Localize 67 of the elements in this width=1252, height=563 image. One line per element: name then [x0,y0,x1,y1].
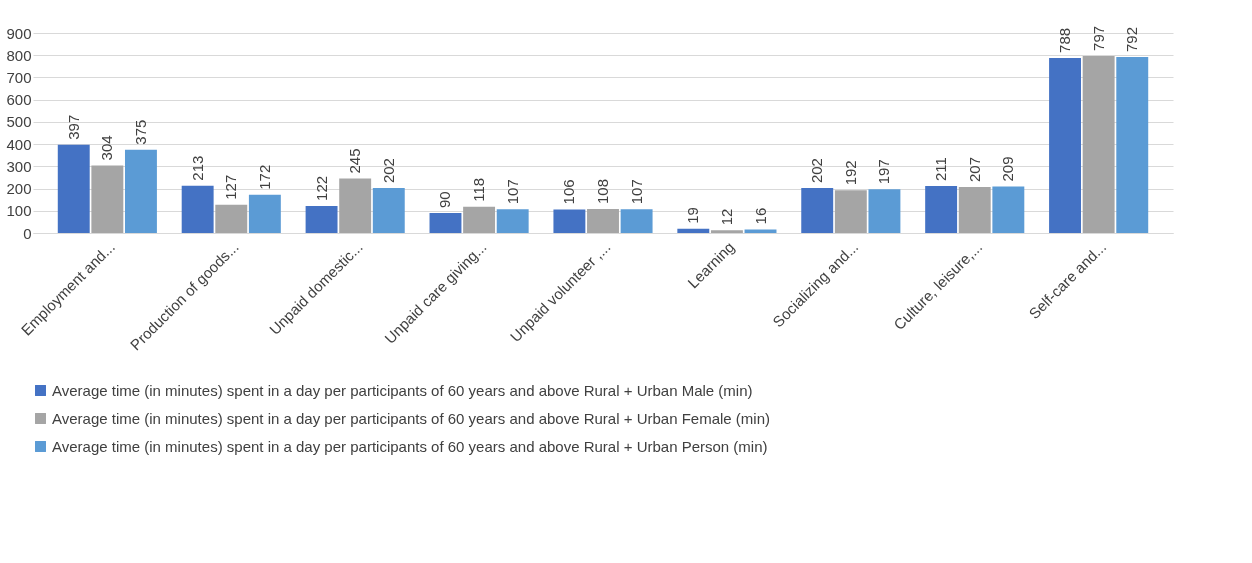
bar [496,209,529,233]
y-tick-label: 600 [6,91,32,109]
y-tick-label: 400 [6,135,32,153]
data-label: 245 [346,148,364,174]
bar [248,194,281,233]
y-tick-label: 900 [6,24,32,42]
bar [992,186,1025,233]
y-tick-label: 300 [6,157,32,175]
data-label: 172 [255,164,273,190]
data-label: 202 [808,158,826,184]
bar [587,209,619,233]
data-label: 209 [999,156,1017,182]
bar [925,186,958,233]
data-label: 90 [436,191,454,208]
legend-label: Average time (in minutes) spent in a day per participants of 60 years and above Rural + Urban Person (min) [52,437,768,455]
data-label: 797 [1089,25,1107,51]
data-label: 213 [188,155,206,181]
data-label: 304 [98,135,116,161]
bar [744,229,777,233]
y-tick-label: 0 [23,224,32,242]
bar [429,213,462,233]
bar [372,188,405,233]
data-label: 106 [560,179,578,205]
bar [339,178,372,233]
bar [677,228,710,233]
data-label: 19 [684,207,702,224]
y-tick-label: 700 [6,68,32,86]
data-label: 12 [717,208,735,226]
bar [868,189,901,233]
data-label: 202 [379,158,397,184]
bar [1049,57,1082,233]
bar [124,149,157,233]
data-label: 16 [751,207,769,225]
bar [553,209,586,233]
y-tick-label: 800 [6,46,32,64]
bar [834,190,867,233]
data-label: 108 [594,178,611,204]
y-tick-label: 200 [6,180,32,198]
bar [57,144,90,233]
bar [305,205,338,233]
bar [801,188,834,233]
data-label: 211 [932,157,950,182]
data-label: 107 [627,179,645,205]
bar [463,206,496,233]
legend-label: Average time (in minutes) spent in a day per participants of 60 years and above Rural + Urban Male (min) [52,381,753,399]
data-label: 122 [312,175,330,201]
bar [91,165,124,233]
data-label: 192 [841,160,859,186]
legend-label: Average time (in minutes) spent in a day per participants of 60 years and above Rural + Urban Female (min) [52,409,770,427]
bar [1082,55,1115,233]
data-label: 197 [875,159,893,185]
data-label: 207 [965,156,983,182]
bar [215,204,248,233]
y-tick-label: 100 [6,202,32,220]
data-label: 118 [470,177,488,202]
bar [710,230,743,233]
y-tick-label: 500 [6,113,32,131]
data-label: 107 [503,179,521,205]
data-label: 792 [1123,26,1141,52]
bar [1116,57,1149,233]
data-label: 127 [222,174,240,200]
bar [958,187,991,233]
bar [620,209,653,233]
data-label: 397 [64,114,82,140]
data-label: 788 [1056,27,1074,53]
data-label: 375 [131,119,149,145]
bar [181,185,214,233]
